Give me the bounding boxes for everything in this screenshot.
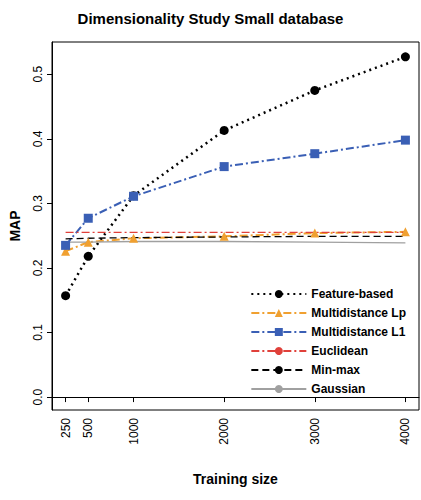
svg-text:Multidistance Lp: Multidistance Lp <box>311 306 406 320</box>
svg-text:Euclidean: Euclidean <box>311 344 368 358</box>
svg-text:Gaussian: Gaussian <box>311 382 365 396</box>
svg-text:0.5: 0.5 <box>31 66 45 83</box>
svg-text:MAP: MAP <box>7 210 23 241</box>
svg-text:0.4: 0.4 <box>31 130 45 147</box>
svg-text:3000: 3000 <box>308 418 322 445</box>
svg-text:2000: 2000 <box>217 418 231 445</box>
svg-text:250: 250 <box>59 418 73 438</box>
svg-text:4000: 4000 <box>398 418 412 445</box>
svg-text:Training size: Training size <box>193 471 278 487</box>
svg-text:Feature-based: Feature-based <box>311 287 393 301</box>
svg-text:0.3: 0.3 <box>31 195 45 212</box>
svg-text:0.0: 0.0 <box>31 388 45 405</box>
svg-text:Dimensionality Study Small dat: Dimensionality Study Small database <box>78 10 344 27</box>
svg-text:Multidistance L1: Multidistance L1 <box>311 325 405 339</box>
svg-text:0.1: 0.1 <box>31 324 45 341</box>
svg-text:Min-max: Min-max <box>311 363 360 377</box>
svg-text:1000: 1000 <box>127 418 141 445</box>
svg-text:0.2: 0.2 <box>31 259 45 276</box>
svg-text:500: 500 <box>81 418 95 438</box>
